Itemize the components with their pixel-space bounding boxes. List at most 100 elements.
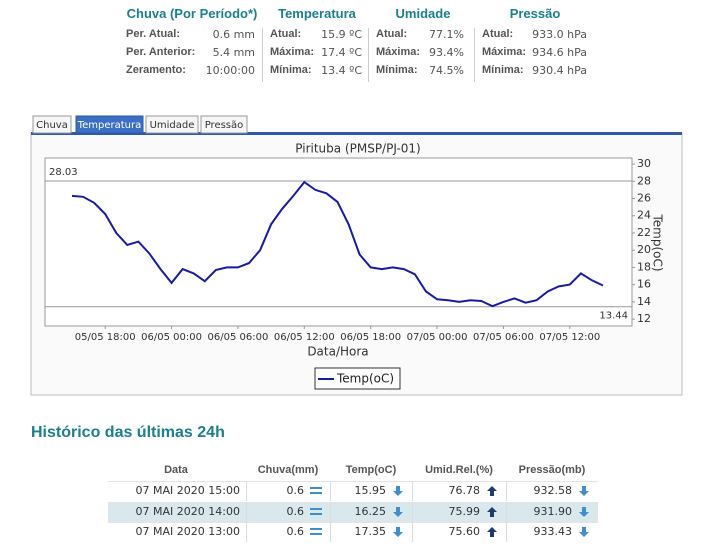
- x-tick-label: 07/05 06:00: [473, 332, 534, 343]
- summary-value: 10:00:00: [205, 64, 255, 77]
- table-cell: 16.25: [354, 504, 387, 518]
- reference-label: 13.44: [599, 311, 628, 322]
- x-tick-label: 06/05 00:00: [141, 332, 202, 343]
- summary-value: 17.4 ºC: [321, 46, 362, 59]
- column-header: Chuva(mm): [257, 464, 319, 476]
- separator: [368, 28, 369, 82]
- table-row: [108, 522, 598, 542]
- table-cell: 0.6: [286, 484, 305, 497]
- summary-label: Máxima:: [270, 46, 315, 58]
- summary-title: Chuva (Por Período*): [126, 6, 258, 21]
- table-cell: 0.6: [286, 504, 305, 518]
- x-tick-label: 07/05 00:00: [407, 332, 468, 343]
- table-cell: 07 MAI 2020 15:00: [135, 484, 240, 497]
- trend-icon: [310, 487, 322, 494]
- x-tick-label: 06/05 12:00: [274, 332, 335, 343]
- cell-border: [506, 501, 507, 522]
- cell-border: [330, 501, 331, 522]
- trend-icon: [310, 507, 322, 515]
- column-header: Temp(oC): [345, 464, 397, 476]
- summary-label: Mínima:: [270, 64, 312, 76]
- data-line: [71, 180, 604, 308]
- tab[interactable]: [75, 115, 144, 134]
- y-axis-label: Temp(oC): [651, 213, 665, 271]
- legend-box: [314, 367, 401, 390]
- trend-icon: [487, 506, 497, 517]
- column-header: Umid.Rel.(%): [425, 464, 493, 476]
- x-tick-label: 07/05 12:00: [539, 332, 600, 343]
- y-tick-label: 18: [637, 260, 651, 273]
- column-header: Data: [164, 464, 188, 476]
- column-header: Pressão(mb): [518, 464, 586, 476]
- summary-title: Umidade: [395, 6, 451, 21]
- tab-label[interactable]: Temperatura: [77, 120, 142, 131]
- cell-border: [330, 522, 331, 542]
- separator: [262, 28, 263, 82]
- table-cell: 0.6: [286, 525, 305, 538]
- tab-label[interactable]: Pressão: [205, 120, 244, 131]
- summary-value: 5.4 mm: [212, 46, 255, 59]
- summary-label: Zeramento:: [126, 64, 186, 76]
- summary-value: 0.6 mm: [212, 28, 255, 41]
- cell-border: [412, 522, 413, 542]
- summary-label: Mínima:: [376, 64, 418, 76]
- y-tick-label: 24: [637, 209, 651, 222]
- y-tick-label: 20: [637, 243, 651, 256]
- tab[interactable]: [32, 115, 72, 134]
- summary-label: Atual:: [270, 28, 302, 40]
- summary-value: 934.6 hPa: [532, 46, 587, 59]
- trend-icon: [487, 486, 497, 496]
- cell-border: [506, 522, 507, 542]
- table-cell: 07 MAI 2020 13:00: [135, 525, 240, 538]
- cell-border: [246, 501, 247, 522]
- summary-label: Mínima:: [482, 64, 524, 76]
- cell-border: [246, 522, 247, 542]
- plot-area: [44, 157, 633, 327]
- summary-value: 930.4 hPa: [532, 64, 587, 77]
- cell-border: [412, 501, 413, 522]
- trend-icon: [579, 486, 589, 496]
- table-cell: 75.60: [448, 525, 481, 538]
- y-tick-label: 26: [637, 191, 651, 204]
- y-tick-label: 14: [637, 295, 651, 308]
- trend-icon: [579, 506, 589, 517]
- x-axis-label: Data/Hora: [307, 345, 368, 359]
- cell-border: [330, 481, 331, 501]
- chart: Pirituba (PMSP/PJ-01) Data/Hora Temp(oC)…: [30, 115, 683, 396]
- table-row: [108, 501, 598, 522]
- chart-title: Pirituba (PMSP/PJ-01): [295, 142, 420, 156]
- table-cell: 931.90: [533, 504, 573, 518]
- y-tick-label: 12: [637, 312, 651, 325]
- summary-value: 74.5%: [429, 64, 464, 77]
- cell-border: [246, 481, 247, 501]
- trend-icon: [393, 527, 403, 537]
- legend-label: Temp(oC): [336, 372, 394, 386]
- chart-top-border: [31, 132, 682, 135]
- table-cell: 932.58: [533, 484, 573, 497]
- tab[interactable]: [200, 115, 248, 134]
- table-cell: 15.95: [354, 484, 387, 497]
- summary-value: 15.9 ºC: [321, 28, 362, 41]
- y-tick-label: 22: [637, 226, 651, 239]
- tab-label[interactable]: Chuva: [36, 120, 68, 131]
- summary-value: 77.1%: [429, 28, 464, 41]
- trend-icon: [393, 486, 403, 496]
- cell-border: [412, 481, 413, 501]
- summary-value: 93.4%: [429, 46, 464, 59]
- summary-value: 933.0 hPa: [532, 28, 587, 41]
- summary-value: 13.4 ºC: [321, 64, 362, 77]
- table-cell: 76.78: [448, 484, 481, 497]
- history-title: Histórico das últimas 24h: [31, 424, 225, 441]
- summary-label: Per. Anterior:: [126, 46, 196, 58]
- x-tick-label: 06/05 18:00: [340, 332, 401, 343]
- table-cell: 75.99: [448, 504, 481, 518]
- y-tick-label: 16: [637, 278, 651, 291]
- y-tick-label: 30: [637, 157, 651, 170]
- trend-icon: [393, 506, 403, 517]
- summary-label: Máxima:: [376, 46, 421, 58]
- tab-label[interactable]: Umidade: [150, 120, 195, 131]
- y-tick-label: 28: [637, 174, 651, 187]
- separator: [474, 28, 475, 82]
- tab[interactable]: [145, 115, 199, 134]
- reference-label: 28.03: [49, 167, 78, 178]
